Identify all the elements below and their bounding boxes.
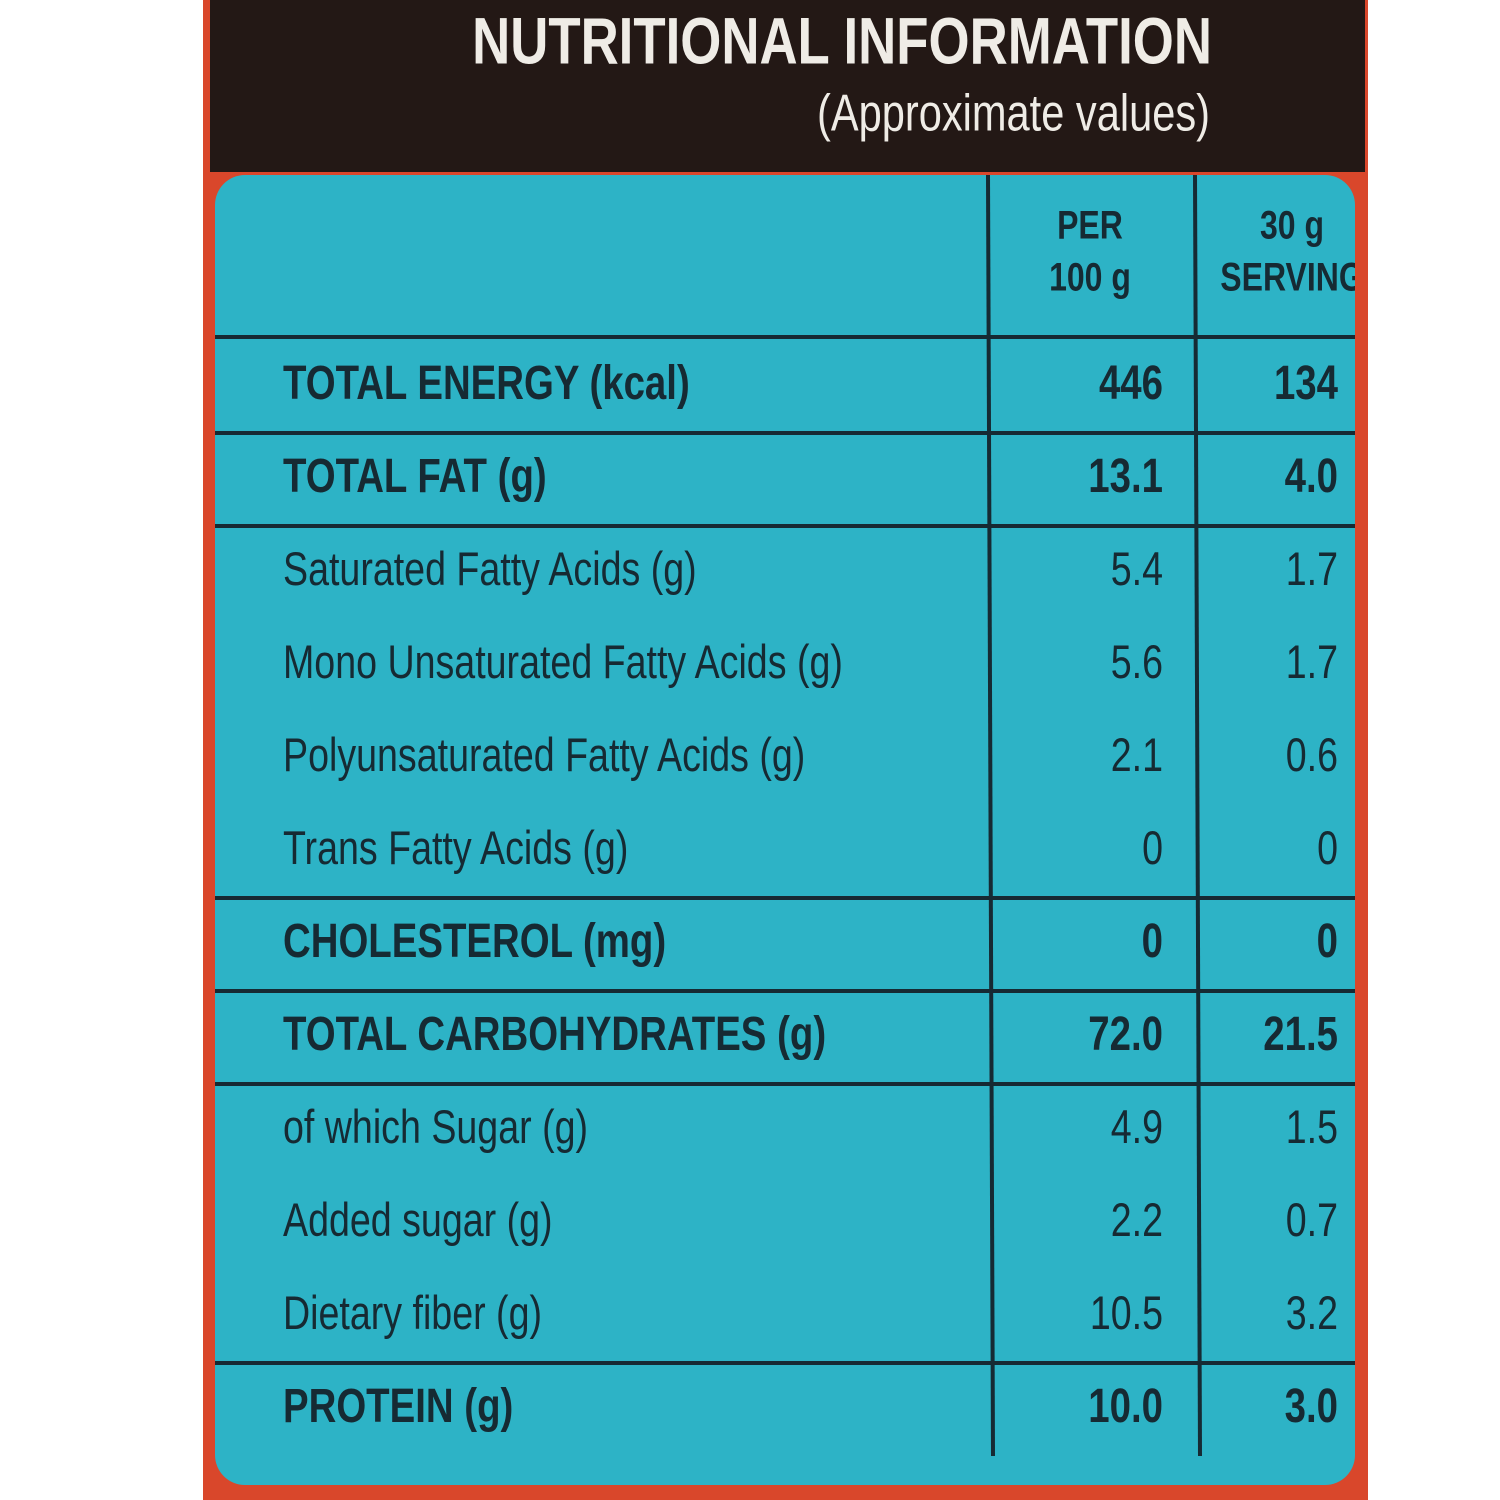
value-per-100g: 446 <box>1099 357 1163 410</box>
column-header: PER <box>1057 202 1123 247</box>
value-per-100g: 0 <box>1142 915 1163 968</box>
value-per-100g: 4.9 <box>1111 1101 1163 1154</box>
value-per-serving: 134 <box>1274 357 1338 410</box>
table: PER 100 g 30 g SERVING TOTAL ENERGY (kcal) 44… <box>215 175 1363 1457</box>
value-per-serving: 3.2 <box>1286 1287 1338 1340</box>
column-header: 100 g <box>1049 254 1131 299</box>
value-per-100g: 2.1 <box>1111 729 1163 782</box>
table-panel <box>215 175 1355 1485</box>
value-per-100g: 72.0 <box>1088 1008 1163 1061</box>
value-per-serving: 0.6 <box>1286 729 1338 782</box>
value-per-100g: 10.5 <box>1090 1287 1163 1340</box>
row-label: TOTAL CARBOHYDRATES (g) <box>283 1008 826 1061</box>
value-per-100g: 5.6 <box>1111 636 1163 689</box>
row-label: Polyunsaturated Fatty Acids (g) <box>283 729 805 782</box>
subtitle: (Approximate values) <box>817 83 1210 142</box>
header-band <box>210 0 1365 172</box>
value-per-100g: 2.2 <box>1111 1194 1163 1247</box>
value-per-serving: 0.7 <box>1286 1194 1338 1247</box>
value-per-serving: 0 <box>1317 915 1338 968</box>
title: NUTRITIONAL INFORMATION <box>472 4 1212 78</box>
row-label: Trans Fatty Acids (g) <box>283 822 628 875</box>
rule <box>1193 175 1202 1457</box>
row-label: TOTAL FAT (g) <box>283 450 547 503</box>
value-per-serving: 0 <box>1317 822 1338 875</box>
value-per-serving: 4.0 <box>1285 450 1338 503</box>
row-label: Saturated Fatty Acids (g) <box>283 543 697 596</box>
value-per-100g: 5.4 <box>1111 543 1163 596</box>
row-label: Added sugar (g) <box>283 1194 553 1247</box>
value-per-serving: 1.7 <box>1286 636 1338 689</box>
column-header: SERVING <box>1220 254 1363 299</box>
row-label: Dietary fiber (g) <box>283 1287 542 1340</box>
value-per-serving: 1.5 <box>1286 1101 1338 1154</box>
value-per-100g: 0 <box>1142 822 1163 875</box>
row-label: PROTEIN (g) <box>283 1380 513 1433</box>
value-per-serving: 21.5 <box>1263 1008 1338 1061</box>
row-label: TOTAL ENERGY (kcal) <box>283 357 690 410</box>
row-label: CHOLESTEROL (mg) <box>283 915 666 968</box>
rule <box>986 175 995 1457</box>
value-per-serving: 1.7 <box>1286 543 1338 596</box>
header: NUTRITIONAL INFORMATION(Approximate valu… <box>472 4 1212 142</box>
row-label: Mono Unsaturated Fatty Acids (g) <box>283 636 843 689</box>
value-per-100g: 13.1 <box>1088 450 1163 503</box>
column-header: 30 g <box>1260 202 1324 247</box>
value-per-100g: 10.0 <box>1088 1380 1163 1433</box>
value-per-serving: 3.0 <box>1285 1380 1338 1433</box>
row-label: of which Sugar (g) <box>283 1101 588 1154</box>
